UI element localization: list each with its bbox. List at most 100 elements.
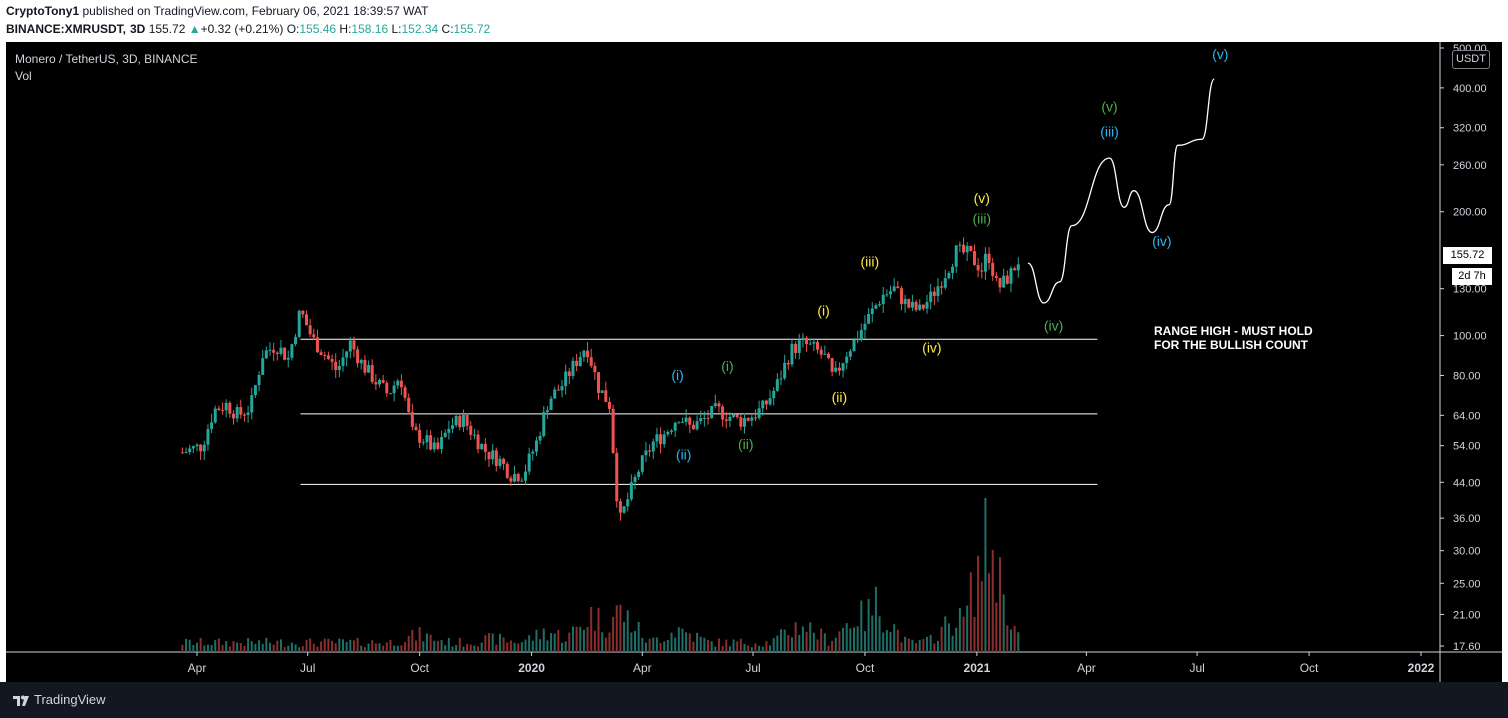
price-chart[interactable]: 500.00400.00320.00260.00200.00130.00100.… [6, 42, 1502, 682]
candle-body [600, 390, 604, 393]
candle-body [626, 499, 630, 507]
volume-bar [1013, 626, 1016, 652]
candle-body [513, 473, 517, 482]
candle-body [476, 434, 480, 450]
wave-label: (i) [671, 367, 683, 383]
annotation-layer: RANGE HIGH - MUST HOLD FOR THE BULLISH C… [1154, 324, 1313, 352]
candle-body [870, 308, 874, 315]
volume-bar [812, 632, 815, 652]
volume-bar [425, 633, 428, 652]
volume-bar [707, 639, 710, 652]
volume-bar [834, 637, 837, 652]
volume-bar [221, 645, 224, 652]
candle-body [940, 286, 944, 288]
volume-bar [363, 647, 366, 652]
volume-bar [882, 632, 885, 652]
volume-bar [929, 634, 932, 652]
candle-body [363, 359, 367, 373]
volume-bar [845, 623, 848, 652]
projection-layer[interactable] [1027, 78, 1215, 304]
candle-body [724, 419, 728, 421]
candle-body [315, 337, 319, 353]
candle-body [392, 385, 396, 394]
volume-bar [794, 622, 797, 652]
price-tick-label: 400.00 [1453, 83, 1487, 95]
volume-layer [181, 498, 1020, 652]
annotation-line-2: FOR THE BULLISH COUNT [1154, 338, 1309, 352]
candle-body [217, 408, 221, 411]
candle-body [775, 379, 779, 391]
volume-bar [327, 638, 330, 652]
volume-bar [320, 641, 323, 652]
range-lines-layer[interactable] [300, 338, 1098, 485]
candle-body [257, 374, 261, 386]
price-tick-label: 80.00 [1453, 370, 1481, 382]
candle-body [1005, 275, 1009, 284]
candle-body [509, 477, 513, 482]
candle-body [345, 351, 349, 358]
candle-body [246, 412, 250, 416]
candle-body [921, 304, 925, 309]
volume-bar [254, 643, 257, 652]
candle-body [816, 341, 820, 350]
brand-name[interactable]: TradingView [34, 692, 106, 707]
chart-area[interactable]: 500.00 400.00 320.00 260.00 200.00 130.00 100.… [6, 42, 1502, 682]
volume-bar [787, 635, 790, 652]
volume-bar [400, 645, 403, 652]
candle-body [826, 353, 830, 359]
volume-bar [214, 639, 217, 652]
volume-bar [911, 639, 914, 652]
wave-label: (i) [817, 302, 829, 318]
volume-bar [878, 616, 881, 652]
volume-bar [283, 647, 286, 652]
volume-bar [933, 643, 936, 652]
volume-bar [790, 637, 793, 652]
author-name[interactable]: CryptoTony1 [6, 4, 80, 18]
volume-bar [586, 626, 589, 652]
volume-bar [739, 638, 742, 652]
volume-legend[interactable]: Vol [15, 69, 32, 83]
candle-body [892, 286, 896, 292]
volume-bar [301, 646, 304, 652]
candle-body [899, 288, 903, 305]
time-tick-label: Jul [1189, 661, 1204, 675]
candle-body [491, 450, 495, 460]
candle-body [323, 354, 327, 356]
candle-body [739, 417, 743, 427]
bar-countdown-tag: 2d 7h [1452, 268, 1492, 285]
volume-bar [1006, 625, 1009, 652]
candle-body [819, 349, 823, 355]
projected-wave-path[interactable] [1027, 78, 1215, 304]
candle-body [863, 323, 867, 330]
volume-bar [619, 604, 622, 652]
candle-body [929, 291, 933, 303]
volume-bar [352, 640, 355, 652]
tradingview-logo-icon[interactable] [12, 691, 30, 709]
volume-bar [575, 626, 578, 652]
candle-body [604, 390, 608, 402]
volume-bar [947, 623, 950, 652]
candle-body [556, 389, 560, 391]
series-legend[interactable]: Monero / TetherUS, 3D, BINANCE [15, 52, 198, 66]
candle-body [659, 434, 663, 445]
volume-bar [440, 640, 443, 652]
volume-bar [663, 641, 666, 652]
candle-body [728, 416, 732, 421]
volume-bar [385, 642, 388, 652]
up-arrow-icon: ▲ [188, 22, 201, 36]
candle-body [264, 350, 268, 359]
volume-bar [940, 626, 943, 652]
volume-bar [725, 639, 728, 652]
currency-unit-button[interactable]: USDT [1452, 50, 1490, 69]
volume-bar [590, 606, 593, 652]
candle-body [443, 432, 447, 438]
change-value: +0.32 (+0.21%) [200, 22, 284, 36]
volume-bar [345, 641, 348, 652]
candle-body [560, 386, 564, 391]
candle-body [874, 305, 878, 309]
volume-bar [488, 633, 491, 652]
volume-bar [1002, 594, 1005, 652]
volume-bar [517, 643, 520, 652]
volume-bar [309, 638, 312, 652]
time-tick-label: 2021 [964, 661, 991, 675]
